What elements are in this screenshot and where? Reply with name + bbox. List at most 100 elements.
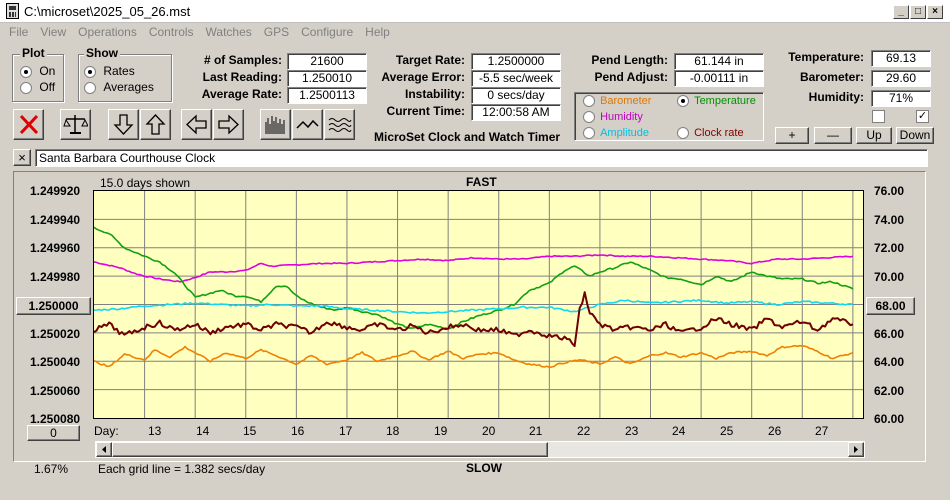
up-button[interactable]: Up — [856, 127, 892, 144]
maximize-button[interactable]: □ — [910, 5, 926, 19]
menu-configure[interactable]: Configure — [301, 25, 354, 39]
plot-off-option[interactable]: Off — [20, 80, 55, 94]
temperature-field: 69.13 — [871, 50, 931, 67]
temperature-radio[interactable] — [677, 95, 689, 108]
minimize-button[interactable]: _ — [893, 5, 909, 19]
amplitude-option-label: Amplitude — [600, 127, 649, 139]
scroll-right-arrow[interactable] — [848, 442, 864, 457]
minus-button[interactable]: — — [814, 127, 852, 144]
down-button[interactable]: Down — [896, 127, 934, 144]
arrow-right-icon — [218, 114, 239, 135]
y-tick-right-2: 72.00 — [874, 241, 905, 255]
temperature-option[interactable]: Temperature — [677, 95, 756, 108]
show-rates-option[interactable]: Rates — [84, 64, 135, 78]
close-button[interactable]: × — [927, 5, 943, 19]
right-checkbox[interactable]: ✓ — [916, 110, 929, 123]
stop-icon — [19, 114, 39, 135]
horizontal-scrollbar[interactable] — [95, 441, 865, 458]
average-error-label: Average Error: — [381, 70, 465, 84]
menu-view[interactable]: View — [40, 25, 67, 39]
slow-label: SLOW — [466, 461, 502, 475]
app-icon[interactable] — [6, 3, 19, 19]
menu-controls[interactable]: Controls — [148, 25, 194, 39]
menu-file[interactable]: File — [9, 25, 29, 39]
clock-name-input[interactable]: Santa Barbara Courthouse Clock — [35, 149, 928, 167]
series-line-amplitude — [94, 298, 854, 314]
offset-button[interactable]: 0 — [27, 425, 80, 441]
x-tick-25: 25 — [720, 424, 734, 438]
show-rates-radio[interactable] — [84, 65, 96, 78]
scroll-right-button[interactable] — [213, 109, 244, 140]
sensor-options-box — [574, 92, 764, 141]
target-rate-field[interactable]: 1.2500000 — [471, 53, 561, 70]
day-axis-label: Day: — [94, 424, 119, 438]
menu-watches[interactable]: Watches — [205, 25, 252, 39]
humidity-radio[interactable] — [583, 111, 595, 124]
temperature-label: Temperature: — [788, 50, 864, 64]
current-time-label: Current Time: — [386, 104, 465, 118]
line-plot-icon — [296, 119, 319, 129]
amplitude-option[interactable]: Amplitude — [583, 127, 649, 140]
amplitude-radio[interactable] — [583, 127, 595, 140]
menu-operations[interactable]: Operations — [78, 25, 137, 39]
plot-on-radio[interactable] — [20, 65, 32, 78]
x-tick-21: 21 — [529, 424, 543, 438]
move-down-button[interactable] — [108, 109, 139, 140]
clear-clock-button[interactable]: × — [13, 149, 31, 166]
average-rate-field: 1.2500113 — [287, 87, 367, 104]
x-tick-24: 24 — [672, 424, 686, 438]
barometer-radio[interactable] — [583, 95, 595, 108]
pend-length-label: Pend Length: — [591, 53, 668, 67]
triangle-left-icon — [102, 446, 106, 453]
y-tick-right-7: 62.00 — [874, 384, 905, 398]
menu-gps[interactable]: GPS — [263, 25, 290, 39]
plus-button[interactable]: + — [775, 127, 809, 144]
histogram-icon — [265, 116, 285, 134]
humidity-option[interactable]: Humidity — [583, 111, 643, 124]
last-reading-label: Last Reading: — [202, 70, 282, 84]
plot-group-title: Plot — [20, 46, 47, 60]
y-tick-right-8: 60.00 — [874, 412, 905, 426]
balance-button[interactable] — [60, 109, 91, 140]
plot-off-label: Off — [39, 80, 56, 94]
wave-plot-button[interactable] — [324, 109, 355, 140]
left-checkbox[interactable] — [872, 110, 885, 123]
clock-rate-radio[interactable] — [677, 127, 689, 140]
plot-on-option[interactable]: On — [20, 64, 55, 78]
barometer-field: 29.60 — [871, 70, 931, 87]
line-plot-button[interactable] — [292, 109, 323, 140]
chart-frame — [13, 171, 926, 462]
x-tick-26: 26 — [768, 424, 782, 438]
y-tick-right-3: 70.00 — [874, 270, 905, 284]
center-rate-button[interactable]: 1.250000 — [16, 297, 91, 315]
y-tick-right-1: 74.00 — [874, 213, 905, 227]
scroll-left-button[interactable] — [181, 109, 212, 140]
histogram-button[interactable] — [260, 109, 291, 140]
pend-length-field[interactable]: 61.144 in — [674, 53, 764, 70]
y-tick-left-6: 1.250040 — [30, 355, 81, 369]
app-caption: MicroSet Clock and Watch Timer — [374, 130, 561, 144]
center-temp-button[interactable]: 68.00 — [866, 297, 915, 315]
clock-rate-option[interactable]: Clock rate — [677, 127, 744, 140]
y-tick-left-2: 1.249960 — [30, 241, 81, 255]
y-tick-left-1: 1.249940 — [30, 213, 81, 227]
menu-help[interactable]: Help — [365, 25, 390, 39]
move-up-button[interactable] — [140, 109, 171, 140]
x-tick-16: 16 — [291, 424, 305, 438]
plot-off-radio[interactable] — [20, 81, 32, 94]
days-shown-label: 15.0 days shown — [100, 176, 191, 190]
humidity-option-label: Humidity — [600, 111, 643, 123]
stop-button[interactable] — [13, 109, 44, 140]
y-tick-left-0: 1.249920 — [30, 184, 81, 198]
show-averages-option[interactable]: Averages — [84, 80, 154, 94]
y-tick-left-7: 1.250060 — [30, 384, 81, 398]
scroll-thumb[interactable] — [112, 442, 548, 457]
window-title: C:\microset\2025_05_26.mst — [24, 4, 191, 19]
pend-adjust-field: -0.00111 in — [674, 70, 764, 87]
arrow-down-icon — [113, 114, 134, 135]
y-tick-right-0: 76.00 — [874, 184, 905, 198]
show-averages-radio[interactable] — [84, 81, 96, 94]
scroll-left-arrow[interactable] — [96, 442, 112, 457]
barometer-option[interactable]: Barometer — [583, 95, 651, 108]
y-tick-left-8: 1.250080 — [30, 412, 81, 426]
